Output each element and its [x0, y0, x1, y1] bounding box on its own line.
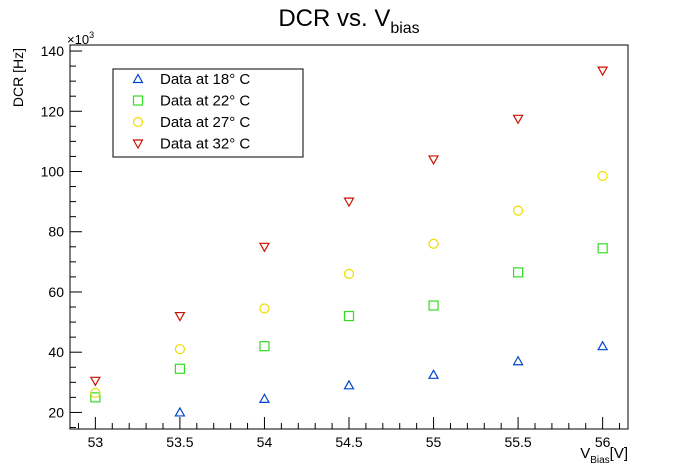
axes: 53 53.5 54 54.5 55 55.5 56 20 40 60 80 100 120 140 [41, 43, 621, 450]
data-point [343, 268, 355, 279]
data-point [597, 66, 609, 77]
y-axis-label: DCR [Hz] [10, 48, 26, 107]
y-tick-label: 80 [48, 224, 64, 240]
data-point [512, 114, 524, 125]
x-tick-label: 54 [257, 434, 273, 450]
data-points [89, 66, 609, 417]
y-tick-label: 140 [41, 43, 65, 59]
legend-box [112, 68, 304, 158]
data-point [174, 406, 186, 417]
data-point [90, 392, 101, 403]
data-point [174, 363, 186, 374]
data-point [174, 344, 186, 355]
data-point [343, 310, 355, 322]
y-tick-label: 100 [41, 163, 65, 179]
data-point [512, 205, 524, 216]
y-axis-exponent: ×103 [67, 30, 94, 47]
legend-label: Data at 32° C [160, 136, 250, 153]
data-point [343, 197, 355, 208]
chart-title: DCR vs. Vbias [278, 5, 419, 37]
data-point [428, 369, 440, 379]
data-point [343, 379, 355, 390]
data-point [428, 238, 439, 249]
x-tick-label: 53.5 [166, 434, 193, 450]
x-axis-label-unit: [V] [610, 445, 628, 462]
data-point [597, 243, 608, 254]
x-tick-label: 53 [88, 434, 104, 450]
x-axis-label: VBias[V] [580, 445, 628, 466]
y-tick-label: 120 [41, 103, 65, 119]
x-axis-label-subscript: Bias [590, 455, 609, 466]
data-point [258, 242, 270, 253]
y-tick-label: 60 [48, 284, 64, 300]
x-tick-label: 56 [595, 434, 611, 450]
data-point [512, 267, 524, 278]
legend-label: Data at 18° C [160, 71, 250, 88]
legend-marker [132, 73, 144, 84]
data-point [174, 311, 186, 322]
data-point [512, 355, 524, 366]
y-tick-label: 40 [48, 344, 64, 360]
legend-marker [132, 95, 144, 106]
legend-label: Data at 22° C [160, 93, 250, 110]
data-point [428, 300, 439, 311]
legend: Data at 18° C Data at 22° C Data at 27° C D… [112, 68, 304, 158]
legend-marker [132, 139, 144, 150]
data-point [597, 170, 608, 182]
data-point [90, 387, 101, 398]
legend-marker [132, 116, 144, 128]
y-axis-exponent-power: 3 [89, 30, 94, 40]
x-tick-label: 54.5 [335, 434, 362, 450]
data-point [259, 341, 270, 352]
y-tick-label: 20 [48, 404, 64, 420]
chart-title-subscript: bias [390, 20, 419, 37]
data-point [428, 155, 440, 166]
data-point [597, 340, 609, 351]
data-point [259, 303, 270, 314]
legend-label: Data at 27° C [160, 114, 250, 131]
x-tick-label: 55 [426, 434, 442, 450]
data-point [258, 393, 270, 403]
x-tick-label: 55.5 [504, 434, 531, 450]
data-point [89, 376, 101, 387]
